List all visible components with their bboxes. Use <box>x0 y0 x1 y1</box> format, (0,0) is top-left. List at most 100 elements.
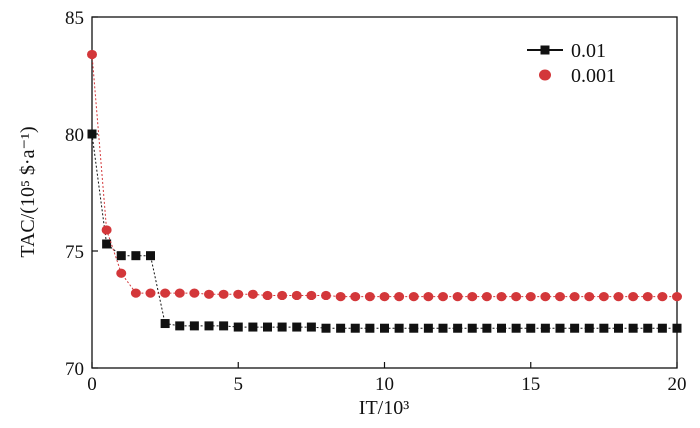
data-point <box>657 323 667 333</box>
x-tick-label: 10 <box>375 374 394 395</box>
y-tick-label: 75 <box>65 242 84 263</box>
data-point <box>233 322 243 332</box>
series-line <box>91 133 677 329</box>
data-point <box>438 292 448 302</box>
data-point <box>248 322 258 332</box>
legend-item-2: 0.001 <box>539 65 616 87</box>
data-point <box>569 292 580 302</box>
data-point <box>189 321 199 331</box>
data-point <box>408 292 419 302</box>
data-point <box>642 292 653 302</box>
data-point <box>511 323 521 333</box>
x-tick-label: 15 <box>521 374 540 395</box>
data-point <box>218 289 229 299</box>
x-tick-label: 20 <box>668 374 687 395</box>
data-point <box>335 292 346 302</box>
data-point <box>379 292 390 302</box>
series-1 <box>87 129 682 333</box>
data-point <box>116 251 126 261</box>
data-point <box>598 292 609 302</box>
data-point <box>628 323 638 333</box>
data-point <box>116 268 127 278</box>
data-point <box>321 290 331 301</box>
data-point <box>657 292 668 302</box>
data-point <box>380 323 389 333</box>
data-point <box>584 323 594 333</box>
data-point <box>204 289 214 299</box>
data-point <box>277 322 287 332</box>
data-point <box>263 322 272 332</box>
data-point <box>482 323 492 333</box>
data-point <box>306 322 316 332</box>
x-tick-label: 5 <box>234 374 244 395</box>
data-point <box>365 323 375 333</box>
data-point <box>277 290 288 301</box>
data-point <box>540 292 551 302</box>
data-point <box>336 323 346 333</box>
data-point <box>146 251 155 261</box>
data-point <box>145 288 156 298</box>
data-point <box>130 288 141 298</box>
data-point <box>614 323 623 333</box>
axes: 0 5 10 15 20 70 75 80 85 <box>65 8 687 395</box>
data-point <box>160 319 170 329</box>
series-2 <box>87 49 682 302</box>
data-point <box>292 322 302 332</box>
series-layer <box>87 49 682 333</box>
data-point <box>262 290 273 301</box>
x-axis-label: IT/10³ <box>359 397 409 419</box>
data-point <box>613 292 624 302</box>
data-point <box>672 292 682 302</box>
data-point <box>291 290 302 301</box>
data-point <box>599 323 609 333</box>
data-point <box>555 292 565 302</box>
data-point <box>453 323 463 333</box>
data-point <box>526 323 536 333</box>
data-point <box>672 323 682 333</box>
data-point <box>394 323 404 333</box>
data-point <box>321 323 331 333</box>
data-point <box>409 323 419 333</box>
data-point <box>496 292 507 302</box>
data-point <box>204 321 214 331</box>
data-point <box>175 321 185 331</box>
y-tick-label: 70 <box>65 359 84 380</box>
y-tick-label: 80 <box>65 125 84 146</box>
legend: 0.01 0.001 <box>527 40 616 87</box>
data-point <box>525 292 536 302</box>
data-point <box>438 323 448 333</box>
data-point <box>101 225 112 235</box>
data-point <box>364 292 375 302</box>
data-point <box>511 292 522 302</box>
data-point <box>423 323 433 333</box>
data-point <box>160 288 171 298</box>
x-tick-label: 0 <box>87 374 97 395</box>
y-axis-label: TAC/(10⁵ $·a⁻¹) <box>17 126 39 257</box>
data-point <box>394 292 405 302</box>
data-point <box>174 288 185 298</box>
data-point <box>350 323 360 333</box>
data-point <box>481 292 492 302</box>
data-point <box>570 323 580 333</box>
data-point <box>247 289 258 299</box>
data-point <box>87 129 97 139</box>
data-point <box>87 49 97 60</box>
legend-marker <box>540 45 550 55</box>
data-point <box>628 292 639 302</box>
data-point <box>467 292 478 302</box>
data-point <box>584 292 595 302</box>
legend-label: 0.001 <box>571 65 616 87</box>
data-point <box>423 292 434 302</box>
y-tick-label: 85 <box>65 8 84 29</box>
data-point <box>306 290 317 301</box>
legend-marker <box>539 69 551 81</box>
data-point <box>643 323 653 333</box>
data-point <box>233 289 244 299</box>
legend-item-1: 0.01 <box>527 40 606 62</box>
data-point <box>131 251 141 261</box>
data-point <box>497 323 506 333</box>
data-point <box>189 288 200 298</box>
data-point <box>350 292 361 302</box>
